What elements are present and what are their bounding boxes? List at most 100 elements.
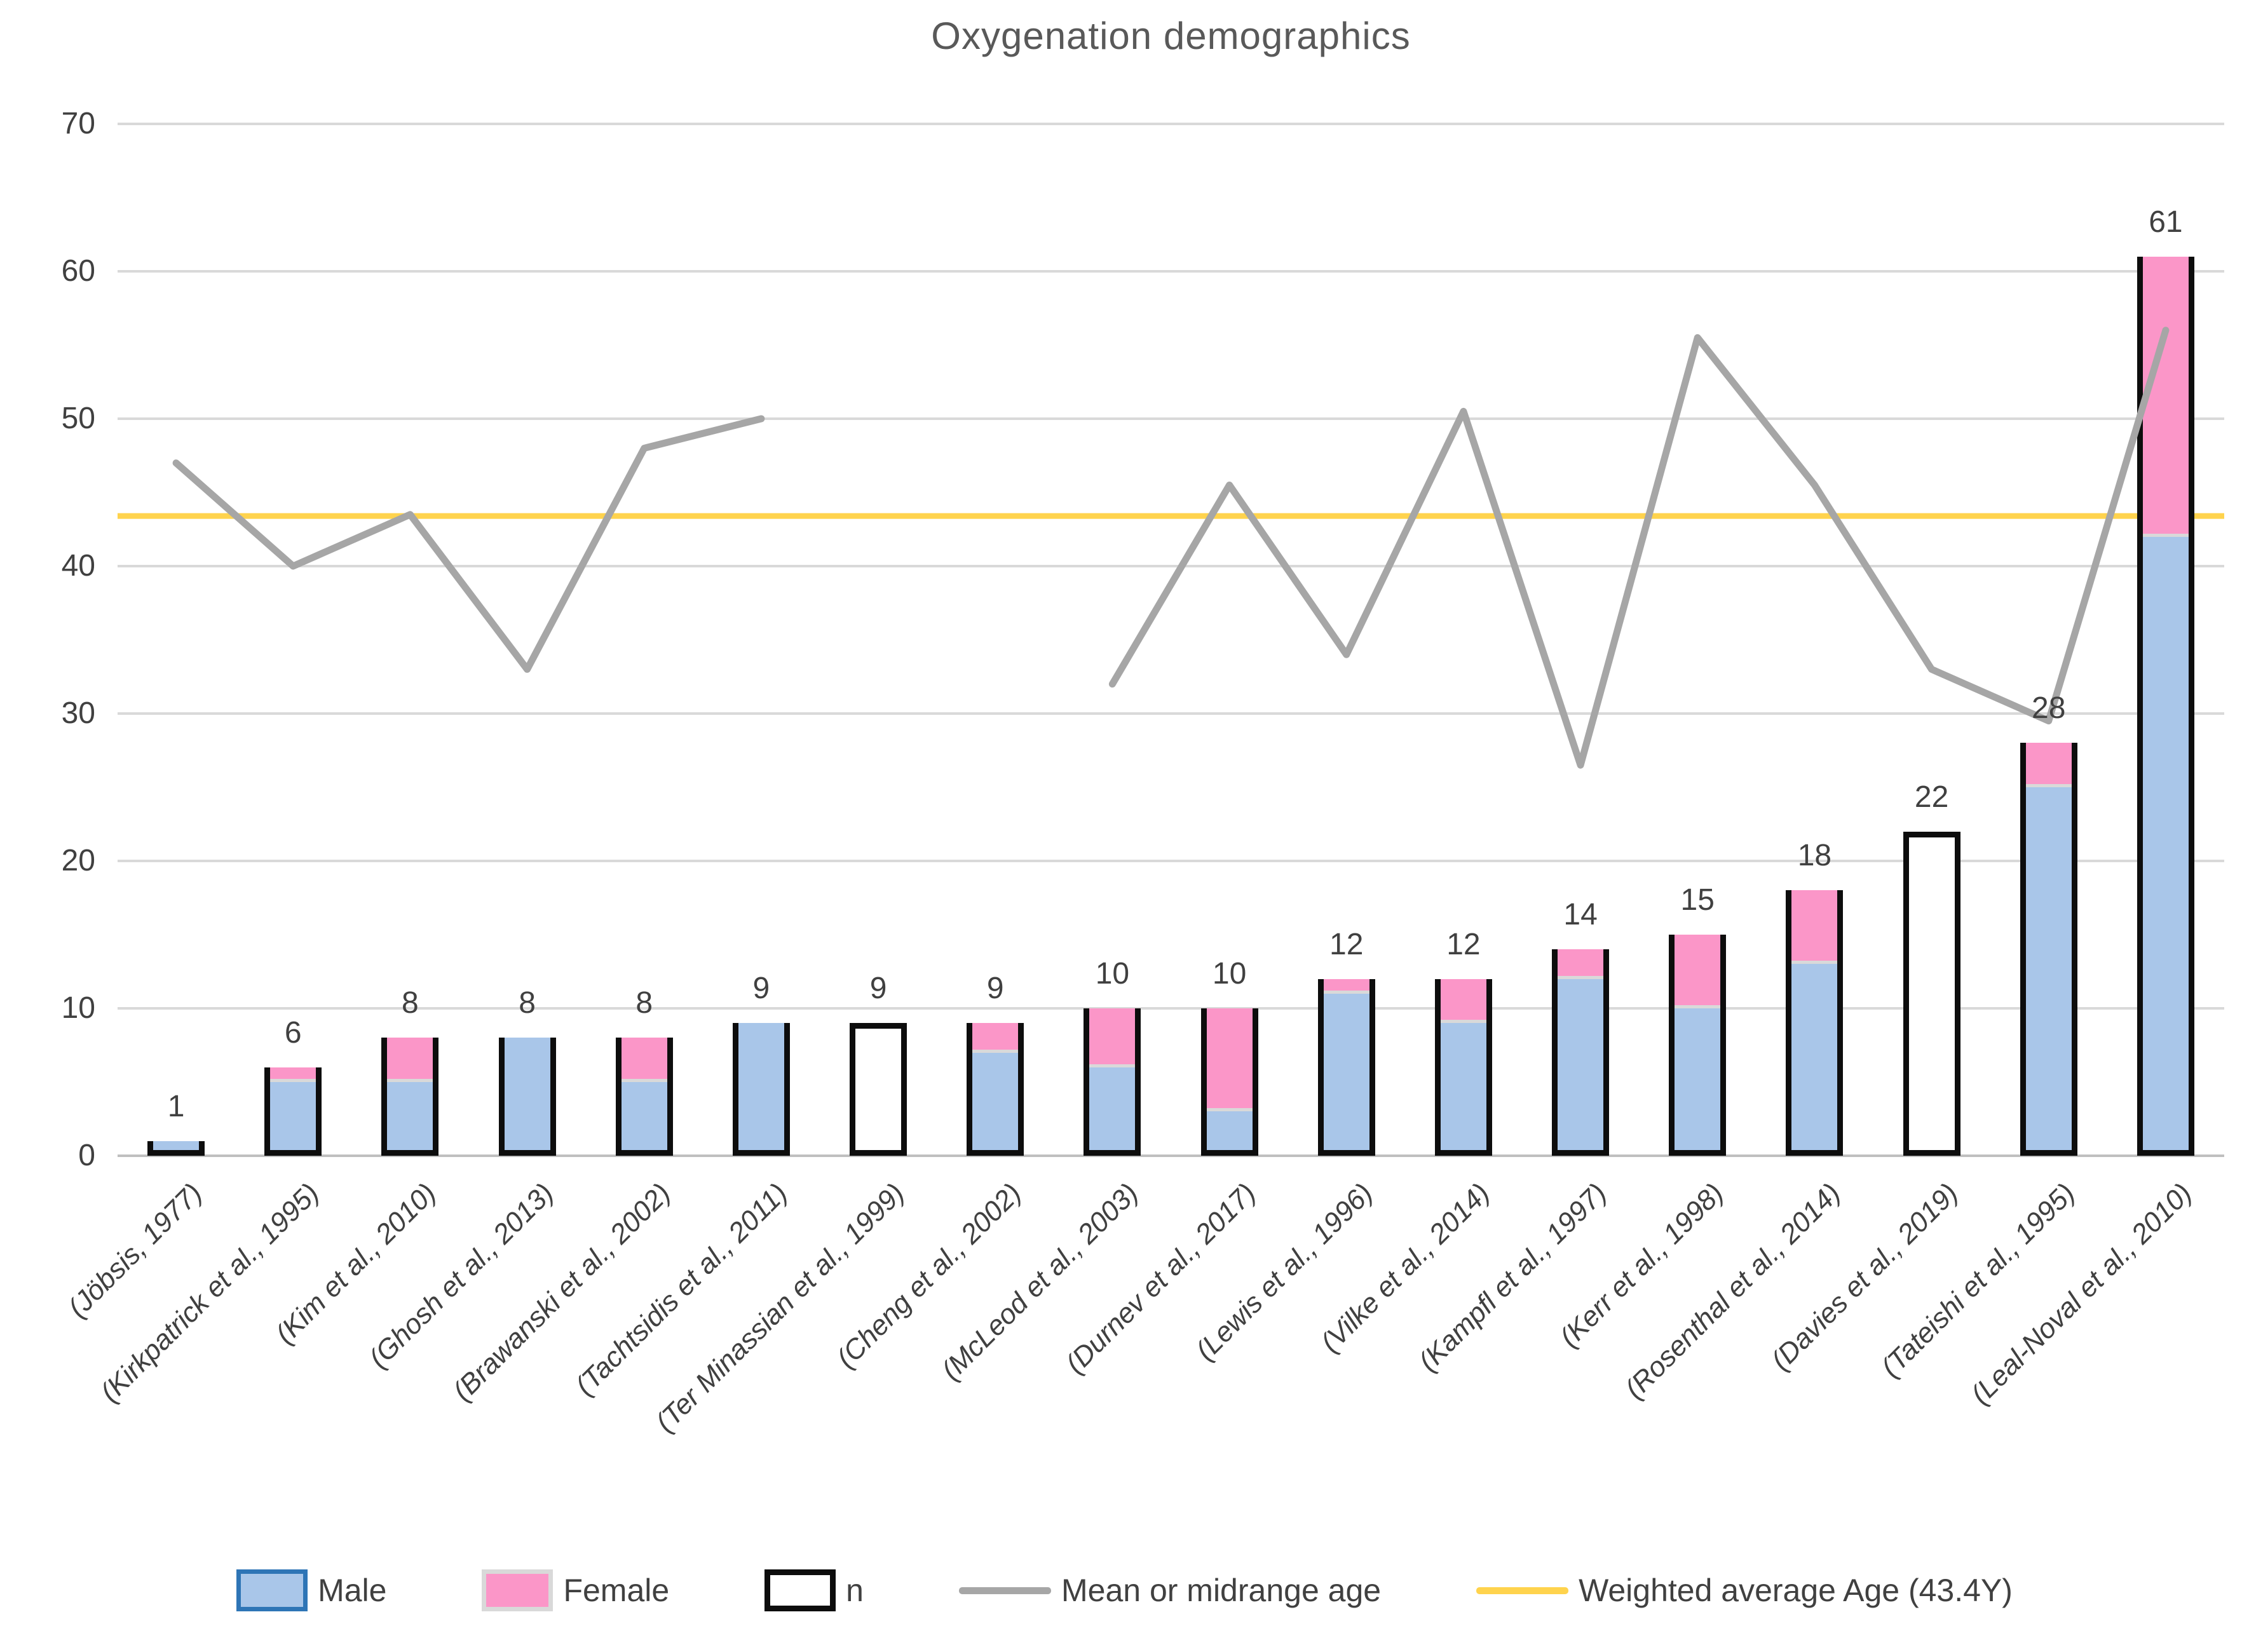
male-segment xyxy=(2142,536,2189,1150)
y-tick-30: 30 xyxy=(61,696,95,730)
legend: Male Female n Mean or midrange age Weighted … xyxy=(0,1569,2249,1611)
legend-label: Female xyxy=(563,1573,670,1608)
bar-16[interactable] xyxy=(1903,831,1960,1156)
plot-area: 1 6 8 8 8 9 9 9 10 10 12 12 14 15 18 22 28 61 (Jöbsis, 19… xyxy=(62,123,2224,1438)
female-segment xyxy=(1791,890,1838,965)
male-segment xyxy=(504,1038,550,1150)
bar-8[interactable] xyxy=(967,1023,1024,1156)
x-category-label: (Durnev et al., 2017) xyxy=(1059,1177,1262,1380)
x-category-label: (Tachtsidis et al., 2011) xyxy=(569,1177,794,1402)
bar-value-label: 22 xyxy=(1914,780,1949,814)
bar-5[interactable] xyxy=(615,1038,673,1156)
male-segment xyxy=(270,1082,316,1150)
mean-or-midrange-age-line[interactable] xyxy=(172,415,765,673)
bar-value-label: 61 xyxy=(2149,205,2183,239)
gridline-10 xyxy=(118,1007,2224,1010)
male-segment xyxy=(387,1082,433,1150)
legend-item-weighted-average-age-43-4y-[interactable]: Weighted average Age (43.4Y) xyxy=(1476,1572,2013,1609)
legend-box-swatch xyxy=(764,1569,836,1611)
mean-or-midrange-age-line[interactable] xyxy=(1108,327,2170,769)
female-segment xyxy=(387,1038,433,1082)
bar-17[interactable] xyxy=(2020,743,2077,1156)
bar-value-label: 12 xyxy=(1329,927,1364,961)
bar-12[interactable] xyxy=(1434,978,1492,1156)
legend-label: Mean or midrange age xyxy=(1061,1573,1382,1608)
bar-18[interactable] xyxy=(2137,256,2194,1156)
bar-value-label: 9 xyxy=(986,972,1004,1006)
y-tick-70: 70 xyxy=(61,107,95,140)
legend-line-swatch xyxy=(958,1587,1051,1594)
bar-9[interactable] xyxy=(1084,1008,1141,1156)
female-segment xyxy=(1323,978,1369,994)
male-segment xyxy=(1206,1111,1253,1150)
male-segment xyxy=(1791,964,1838,1150)
male-segment xyxy=(1558,978,1604,1150)
y-tick-40: 40 xyxy=(61,549,95,583)
y-tick-0: 0 xyxy=(78,1139,95,1172)
bar-2[interactable] xyxy=(264,1067,322,1156)
bar-7[interactable] xyxy=(850,1023,907,1156)
female-segment xyxy=(2025,743,2072,787)
bar-value-label: 6 xyxy=(284,1015,302,1050)
bar-value-label: 10 xyxy=(1095,957,1130,991)
mean-age-line-layer xyxy=(172,327,2170,769)
y-tick-10: 10 xyxy=(61,991,95,1025)
legend-label: Male xyxy=(318,1573,387,1608)
legend-item-n[interactable]: n xyxy=(764,1569,864,1611)
gridline-50 xyxy=(118,417,2224,420)
bar-15[interactable] xyxy=(1786,890,1844,1156)
y-tick-60: 60 xyxy=(61,254,95,288)
y-tick-20: 20 xyxy=(61,844,95,877)
chart-title: Oxygenation demographics xyxy=(931,15,1411,57)
female-segment xyxy=(1206,1008,1253,1112)
legend-item-male[interactable]: Male xyxy=(236,1569,386,1611)
legend-item-mean-or-midrange-age[interactable]: Mean or midrange age xyxy=(958,1572,1382,1609)
bar-13[interactable] xyxy=(1552,949,1610,1156)
male-segment xyxy=(153,1141,200,1150)
male-segment xyxy=(1675,1008,1721,1150)
bar-11[interactable] xyxy=(1317,978,1375,1156)
female-segment xyxy=(1675,935,1721,1008)
bar-value-label: 28 xyxy=(2032,691,2066,726)
x-category-label: (Tateishi et al., 1995) xyxy=(1875,1177,2081,1384)
gridline-20 xyxy=(118,860,2224,862)
x-category-label: (Leal-Noval et al., 2010) xyxy=(1964,1177,2198,1411)
gridline-30 xyxy=(118,712,2224,715)
legend-line-swatch xyxy=(1476,1587,1569,1594)
bar-1[interactable] xyxy=(147,1141,205,1156)
bar-14[interactable] xyxy=(1669,935,1727,1156)
bar-value-label: 15 xyxy=(1680,883,1715,917)
male-segment xyxy=(738,1023,784,1150)
bar-4[interactable] xyxy=(498,1038,556,1156)
bar-value-label: 1 xyxy=(167,1089,185,1123)
female-segment xyxy=(621,1038,667,1082)
y-tick-50: 50 xyxy=(61,402,95,435)
weighted-average-line-layer xyxy=(118,513,2224,519)
bar-value-label: 10 xyxy=(1212,957,1247,991)
male-segment xyxy=(1440,1023,1486,1150)
bar-3[interactable] xyxy=(381,1038,439,1156)
legend-label: n xyxy=(846,1573,864,1608)
legend-item-female[interactable]: Female xyxy=(482,1569,669,1611)
male-segment xyxy=(1089,1067,1136,1150)
x-category-label: (Ter Minassian et al., 1999) xyxy=(649,1177,911,1439)
female-segment xyxy=(972,1023,1019,1053)
female-segment xyxy=(270,1067,316,1082)
x-category-label: (Rosenthal et al., 2014) xyxy=(1619,1177,1847,1405)
bar-value-label: 12 xyxy=(1446,927,1481,961)
x-category-label: (Brawanski et al., 2002) xyxy=(446,1177,677,1407)
bar-value-label: 8 xyxy=(635,986,653,1020)
male-segment xyxy=(972,1052,1019,1150)
bar-6[interactable] xyxy=(732,1023,790,1156)
legend-box-swatch xyxy=(236,1569,308,1611)
bar-10[interactable] xyxy=(1200,1008,1258,1156)
male-segment xyxy=(2025,787,2072,1150)
bar-value-label: 18 xyxy=(1797,839,1832,873)
legend-box-swatch xyxy=(482,1569,554,1611)
gridline-60 xyxy=(118,270,2224,273)
female-segment xyxy=(2142,256,2189,537)
female-segment xyxy=(1558,949,1604,979)
bar-value-label: 9 xyxy=(752,972,770,1006)
bar-value-label: 8 xyxy=(402,986,419,1020)
